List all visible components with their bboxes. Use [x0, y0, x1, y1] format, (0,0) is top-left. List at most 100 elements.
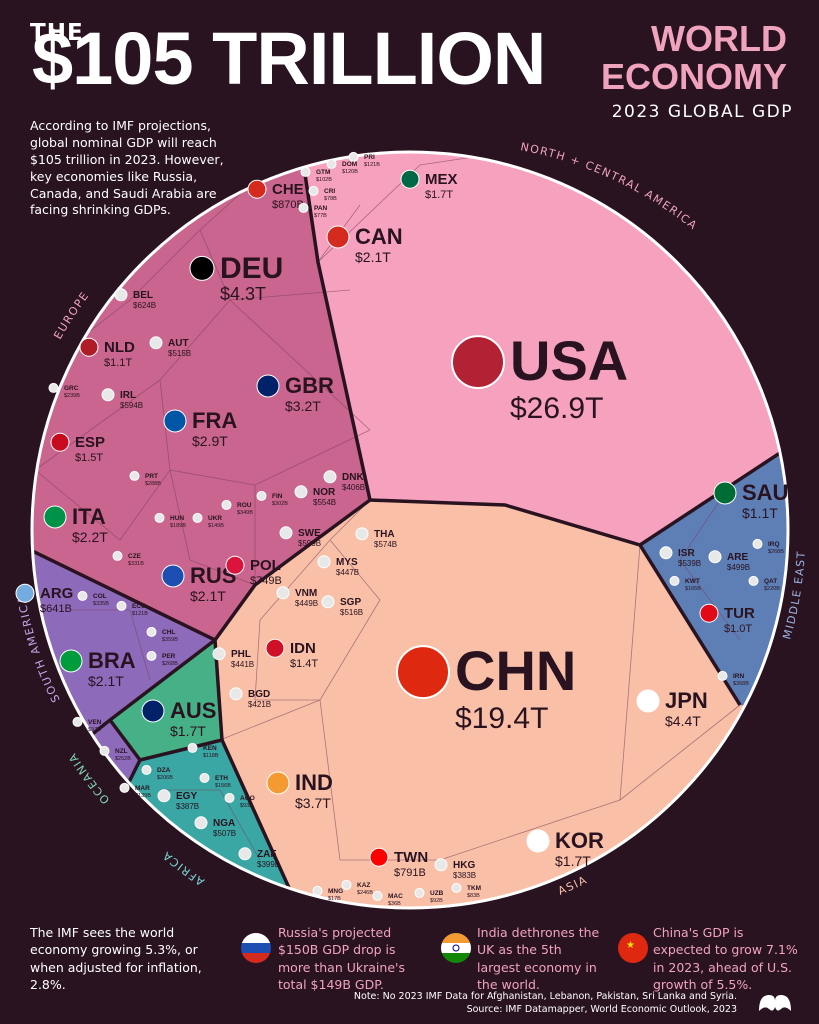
isr-flag-icon: [659, 546, 673, 560]
country-deu: DEU$4.3T: [189, 252, 283, 304]
country-code: BRA: [88, 648, 136, 673]
country-tha: THA$574B: [355, 527, 397, 549]
ken-flag-icon: [187, 742, 198, 753]
country-mys: MYS$447B: [317, 555, 359, 577]
ecu-flag-icon: [116, 600, 127, 611]
outer-ring: [30, 150, 790, 910]
country-code: USA: [510, 329, 628, 392]
country-ita: ITA$2.2T: [43, 504, 108, 545]
country-bel: BEL$624B: [114, 288, 156, 310]
country-gdp-value: $121B: [364, 162, 380, 168]
mac-flag-icon: [372, 890, 383, 901]
country-gdp-value: $331B: [128, 561, 144, 567]
country-code: MEX: [425, 171, 458, 188]
country-aus: AUS$1.7T: [141, 698, 216, 739]
country-sgp: SGP$516B: [321, 595, 363, 617]
can-flag-icon: [326, 225, 350, 249]
mar-flag-icon: [119, 782, 130, 793]
country-gdp-value: $1.7T: [555, 853, 591, 869]
country-aut: AUT$515B: [149, 336, 191, 358]
country-code: CAN: [355, 224, 403, 249]
are-flag-icon: [708, 550, 722, 564]
dnk-flag-icon: [323, 470, 337, 484]
hkg-flag-icon: [434, 858, 448, 872]
country-code: DZA: [157, 767, 171, 774]
china-flag-icon: ★: [618, 933, 648, 963]
country-code: UZB: [430, 890, 444, 897]
country-gdp-value: $4.4T: [665, 713, 701, 729]
pol-flag-icon: [225, 555, 245, 575]
country-gdp-value: $624B: [133, 301, 156, 310]
country-gdp-value: $1.7T: [425, 189, 453, 201]
country-irl: IRL$594B: [101, 388, 143, 410]
country-gdp-value: $406B: [342, 483, 365, 492]
irq-flag-icon: [752, 538, 763, 549]
country-mex: MEX$1.7T: [400, 169, 458, 201]
svg-text:★: ★: [626, 940, 635, 951]
country-ago: AGO$93B: [224, 792, 255, 809]
country-chn: CHN$19.4T: [396, 639, 576, 735]
country-tur: TUR$1.0T: [699, 603, 755, 635]
vnm-flag-icon: [276, 586, 290, 600]
country-gdp-value: $349B: [237, 510, 253, 516]
country-gdp-value: $1.5T: [75, 452, 103, 464]
country-code: GRC: [64, 385, 79, 392]
country-nga: NGA$507B: [194, 816, 236, 838]
country-nzl: NZL$252B: [99, 745, 131, 762]
ago-flag-icon: [224, 792, 235, 803]
country-code: THA: [374, 529, 395, 540]
publisher-logo-icon: [759, 995, 791, 1011]
country-code: PRT: [145, 473, 158, 480]
mys-flag-icon: [317, 555, 331, 569]
country-gdp-value: $499B: [727, 563, 750, 572]
sgp-flag-icon: [321, 595, 335, 609]
country-esp: ESP$1.5T: [50, 432, 105, 464]
rus-flag-icon: [161, 564, 185, 588]
country-gdp-value: $599B: [298, 539, 321, 548]
country-gdp-value: $1.1T: [742, 505, 778, 521]
country-uzb: UZB$92B: [414, 887, 444, 904]
country-gdp-value: $539B: [678, 559, 701, 568]
country-code: VNM: [295, 588, 317, 599]
footer-china: China's GDP is expected to grow 7.1% in …: [653, 925, 798, 992]
country-gdp-value: $206B: [157, 775, 173, 781]
egy-flag-icon: [157, 789, 171, 803]
mng-flag-icon: [312, 885, 323, 896]
country-code: PAN: [314, 205, 328, 212]
country-gdp-value: $268B: [162, 661, 178, 667]
country-gdp-value: $335B: [93, 601, 109, 607]
country-gdp-value: $268B: [768, 549, 784, 555]
country-gdp-value: $36B: [388, 901, 401, 907]
country-sau: SAU$1.1T: [713, 480, 788, 521]
country-kaz: KAZ$246B: [341, 879, 373, 896]
country-nor: NOR$554B: [294, 485, 336, 507]
country-gdp-value: $239B: [64, 393, 80, 399]
country-gdp-value: $288B: [145, 481, 161, 487]
region-label-africa: AFRICA: [160, 848, 207, 888]
country-gdp-value: $19.4T: [455, 702, 548, 735]
irl-flag-icon: [101, 388, 115, 402]
country-gdp-value: $449B: [295, 599, 318, 608]
country-code: SGP: [340, 597, 361, 608]
country-gdp-value: $1.1T: [104, 357, 132, 369]
per-flag-icon: [146, 650, 157, 661]
country-gdp-value: $121B: [132, 611, 148, 617]
header-economy: ECONOMY: [600, 55, 787, 97]
country-code: KAZ: [357, 882, 370, 889]
country-code: VEN: [88, 719, 102, 726]
tur-flag-icon: [699, 603, 719, 623]
country-gdp-value: $2.2T: [72, 529, 108, 545]
country-gdp-value: $93B: [240, 803, 253, 809]
country-gdp-value: $574B: [374, 540, 397, 549]
country-code: QAT: [764, 578, 777, 585]
country-code: DNK: [342, 472, 364, 483]
header-the: THE: [30, 20, 84, 46]
country-mar: MAR$139B: [119, 782, 151, 799]
tha-flag-icon: [355, 527, 369, 541]
country-gdp-value: $92B: [430, 898, 443, 904]
che-flag-icon: [247, 179, 267, 199]
country-gbr: GBR$3.2T: [256, 373, 334, 414]
country-egy: EGY$387B: [157, 789, 199, 811]
country-col: COL$335B: [77, 590, 109, 607]
col-flag-icon: [77, 590, 88, 601]
